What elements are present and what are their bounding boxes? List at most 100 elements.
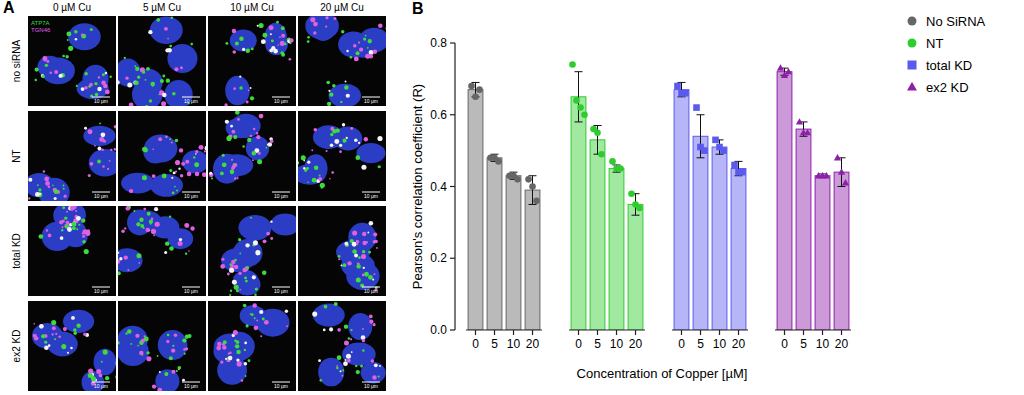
- speckle: [352, 242, 357, 247]
- speckle: [355, 155, 360, 160]
- speckle: [153, 234, 155, 236]
- speckle: [151, 229, 156, 234]
- speckle: [152, 149, 154, 151]
- speckle: [65, 224, 67, 226]
- speckle: [369, 315, 373, 319]
- speckle: [185, 160, 189, 164]
- speckle: [270, 33, 272, 35]
- speckle: [276, 21, 279, 24]
- y-tick-label: 0.0: [430, 323, 447, 337]
- y-tick-label: 0.8: [430, 36, 447, 50]
- speckle: [125, 332, 127, 334]
- nucleus: [225, 76, 250, 106]
- speckle: [329, 327, 333, 331]
- speckle: [223, 340, 227, 344]
- speckle: [169, 356, 173, 360]
- nucleus: [150, 174, 183, 197]
- speckle: [48, 344, 51, 347]
- x-tick-label: 0: [575, 337, 582, 351]
- x-tick: [681, 330, 682, 335]
- speckle: [341, 375, 343, 377]
- speckle: [350, 127, 353, 130]
- row-label: NT: [11, 149, 22, 162]
- nucleus: [233, 270, 259, 292]
- speckle: [91, 376, 96, 381]
- speckle: [269, 25, 274, 30]
- nucleus: [230, 29, 257, 51]
- speckle: [65, 55, 68, 58]
- speckle: [336, 367, 339, 370]
- speckle: [352, 249, 357, 254]
- speckle: [121, 230, 125, 234]
- speckle: [109, 75, 112, 78]
- speckle: [350, 329, 352, 331]
- speckle: [229, 263, 232, 266]
- speckle: [74, 30, 78, 34]
- speckle: [327, 102, 331, 106]
- speckle: [346, 50, 349, 53]
- speckle: [205, 146, 206, 151]
- nucleus: [305, 16, 339, 40]
- speckle: [330, 143, 334, 147]
- speckle: [254, 293, 257, 296]
- speckle: [266, 232, 270, 236]
- speckle: [140, 224, 144, 228]
- speckle: [343, 263, 347, 267]
- speckle: [345, 359, 347, 361]
- nucleus: [118, 248, 143, 272]
- micrograph: [208, 16, 296, 106]
- speckle: [194, 162, 199, 167]
- speckle: [350, 56, 353, 59]
- data-point: [823, 172, 830, 178]
- x-tick: [475, 330, 476, 335]
- speckle: [235, 344, 239, 348]
- speckle: [255, 250, 260, 255]
- speckle: [222, 162, 227, 167]
- speckle: [234, 285, 239, 290]
- error-line: [578, 72, 579, 122]
- speckle: [372, 323, 375, 326]
- scale-bar-label: 10 µm: [94, 383, 108, 389]
- speckle: [129, 189, 133, 193]
- speckle: [179, 148, 183, 152]
- speckle: [313, 128, 317, 132]
- speckle: [368, 275, 373, 280]
- speckle: [271, 46, 275, 50]
- speckle: [118, 252, 119, 254]
- speckle: [142, 71, 145, 74]
- speckle: [228, 356, 233, 361]
- speckle: [178, 167, 180, 169]
- speckle: [67, 227, 72, 232]
- scale-bar-label: 10 µm: [184, 383, 198, 389]
- speckle: [136, 222, 140, 226]
- speckle: [254, 317, 256, 319]
- speckle: [362, 232, 366, 236]
- speckle: [237, 177, 239, 179]
- data-point: [731, 162, 738, 169]
- speckle: [114, 125, 116, 128]
- speckle: [164, 251, 167, 254]
- speckle: [125, 76, 128, 79]
- speckle: [88, 129, 93, 134]
- error-bar: [632, 194, 640, 216]
- speckle: [195, 150, 198, 153]
- speckle: [234, 177, 236, 179]
- speckle: [169, 215, 171, 217]
- speckle: [232, 50, 236, 54]
- speckle: [252, 151, 257, 156]
- speckle: [267, 144, 269, 146]
- speckle: [209, 172, 214, 177]
- y-tick: [450, 114, 455, 115]
- nucleus: [94, 349, 116, 376]
- speckle: [195, 172, 200, 177]
- speckle: [171, 177, 173, 179]
- error-cap: [529, 175, 537, 176]
- speckle: [289, 38, 293, 42]
- data-point: [594, 129, 601, 136]
- speckle: [146, 228, 150, 232]
- speckle: [82, 235, 85, 238]
- speckle: [250, 135, 253, 138]
- speckle: [270, 220, 272, 222]
- data-point: [476, 86, 483, 93]
- speckle: [137, 76, 140, 79]
